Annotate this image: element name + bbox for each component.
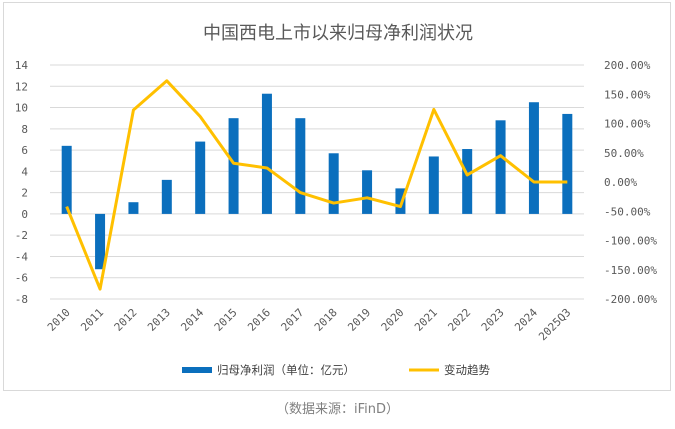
x-tick-label: 2016 bbox=[245, 306, 273, 334]
chart-frame: 中国西电上市以来归母净利润状况 -8 -6 -4 -2 0 2 4 6 8 10 12 14 -200… bbox=[3, 2, 671, 391]
bar bbox=[161, 179, 172, 214]
x-tick-label: 2025Q3 bbox=[536, 306, 573, 343]
bar bbox=[61, 145, 72, 214]
left-tick-label: 0 bbox=[21, 208, 28, 221]
bar bbox=[395, 188, 406, 214]
chart-title: 中国西电上市以来归母净利润状况 bbox=[203, 23, 473, 44]
left-axis: -8 -6 -4 -2 0 2 4 6 8 10 12 14 bbox=[15, 59, 29, 306]
x-tick-label: 2017 bbox=[279, 306, 307, 334]
bar bbox=[261, 93, 272, 214]
x-tick-label: 2011 bbox=[78, 306, 106, 334]
right-tick-label: -50.00% bbox=[604, 205, 651, 218]
legend-bar-label: 归母净利润（单位：亿元） bbox=[217, 363, 355, 377]
x-tick-label: 2023 bbox=[479, 306, 507, 334]
right-tick-label: 100.00% bbox=[604, 118, 651, 131]
trend-line bbox=[65, 79, 568, 291]
legend-bar-swatch bbox=[182, 367, 212, 373]
x-tick-label: 2012 bbox=[112, 306, 140, 334]
bar bbox=[328, 153, 339, 214]
left-tick-label: -8 bbox=[15, 293, 28, 306]
left-tick-label: 8 bbox=[21, 123, 28, 136]
legend: 归母净利润（单位：亿元） 变动趋势 bbox=[182, 363, 490, 377]
x-axis: 2010 2011 2012 2013 2014 2015 2016 2017 2018 2019… bbox=[45, 306, 574, 344]
bar bbox=[528, 102, 539, 214]
left-tick-label: 4 bbox=[21, 165, 28, 178]
x-tick-label: 2021 bbox=[412, 306, 440, 334]
left-tick-label: 10 bbox=[15, 102, 28, 115]
left-tick-label: -4 bbox=[15, 250, 29, 263]
right-tick-label: 150.00% bbox=[604, 88, 651, 101]
right-tick-label: 0.00% bbox=[604, 176, 637, 189]
x-tick-label: 2018 bbox=[312, 306, 340, 334]
x-tick-label: 2014 bbox=[178, 306, 206, 334]
gridlines bbox=[50, 64, 584, 300]
bar bbox=[362, 170, 373, 214]
bar bbox=[128, 202, 139, 214]
bar bbox=[462, 149, 473, 214]
x-tick-label: 2013 bbox=[145, 306, 173, 334]
right-axis: -200.00% -150.00% -100.00% -50.00% 0.00% 50.0… bbox=[604, 59, 657, 306]
bar bbox=[562, 113, 573, 214]
right-tick-label: 200.00% bbox=[604, 59, 651, 72]
line-series bbox=[65, 79, 568, 291]
bar-series bbox=[61, 93, 573, 270]
left-tick-label: 14 bbox=[15, 59, 29, 72]
bar bbox=[295, 118, 306, 214]
right-tick-label: 50.00% bbox=[604, 147, 644, 160]
bar bbox=[228, 118, 239, 214]
right-tick-label: -200.00% bbox=[604, 293, 657, 306]
x-tick-label: 2010 bbox=[45, 306, 73, 334]
left-tick-label: 12 bbox=[15, 80, 28, 93]
x-tick-label: 2024 bbox=[512, 306, 540, 334]
left-tick-label: 6 bbox=[21, 144, 28, 157]
left-tick-label: -6 bbox=[15, 272, 28, 285]
left-tick-label: -2 bbox=[15, 229, 28, 242]
legend-line-label: 变动趋势 bbox=[444, 363, 490, 377]
chart: 中国西电上市以来归母净利润状况 -8 -6 -4 -2 0 2 4 6 8 10 12 14 -200… bbox=[15, 23, 658, 377]
x-tick-label: 2020 bbox=[379, 306, 407, 334]
left-tick-label: 2 bbox=[21, 187, 28, 200]
source-note: （数据来源：iFinD） bbox=[275, 402, 399, 417]
x-tick-label: 2022 bbox=[445, 306, 473, 334]
bar bbox=[428, 156, 439, 214]
right-tick-label: -150.00% bbox=[604, 264, 657, 277]
bar bbox=[95, 213, 106, 270]
x-tick-label: 2019 bbox=[345, 306, 373, 334]
x-tick-label: 2015 bbox=[212, 306, 240, 334]
bar bbox=[195, 141, 206, 214]
bar bbox=[495, 120, 506, 214]
right-tick-label: -100.00% bbox=[604, 235, 657, 248]
